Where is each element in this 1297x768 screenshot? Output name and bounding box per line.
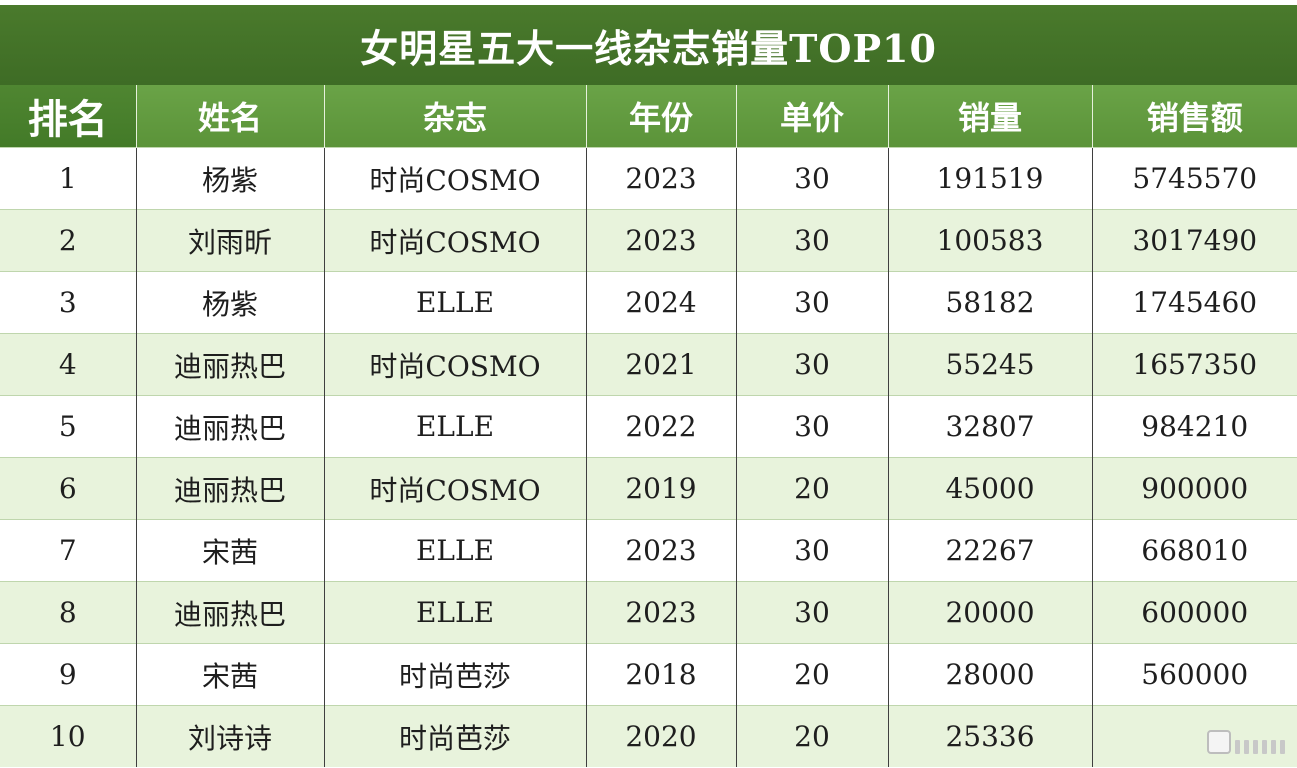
cell-sales-volume: 58182: [888, 271, 1093, 334]
cell-revenue: 560000: [1092, 643, 1297, 706]
cell-unit-price: 30: [736, 333, 889, 396]
table-row: 2 刘雨昕 时尚COSMO 2023 30 100583 3017490: [0, 209, 1297, 272]
cell-sales-volume: 32807: [888, 395, 1093, 458]
watermark-box-icon: [1207, 730, 1231, 754]
table-row: 4 迪丽热巴 时尚COSMO 2021 30 55245 1657350: [0, 333, 1297, 396]
cell-magazine: 时尚COSMO: [324, 457, 587, 520]
cell-rank: 5: [0, 395, 137, 458]
cell-year: 2023: [586, 147, 737, 210]
watermark-bar-icon: [1253, 740, 1258, 754]
cell-name: 宋茜: [136, 643, 325, 706]
header-sales-volume: 销量: [888, 85, 1093, 148]
cell-unit-price: 30: [736, 581, 889, 644]
table-row: 7 宋茜 ELLE 2023 30 22267 668010: [0, 519, 1297, 582]
table-header-row: 排名 姓名 杂志 年份 单价 销量 销售额: [0, 85, 1297, 148]
cell-rank: 1: [0, 147, 137, 210]
weibo-watermark-icon: [1207, 730, 1285, 754]
header-magazine: 杂志: [324, 85, 587, 148]
cell-year: 2021: [586, 333, 737, 396]
cell-magazine: ELLE: [324, 271, 587, 334]
cell-magazine: 时尚芭莎: [324, 705, 587, 767]
cell-unit-price: 30: [736, 209, 889, 272]
cell-unit-price: 20: [736, 705, 889, 767]
cell-magazine: ELLE: [324, 519, 587, 582]
cell-revenue: 668010: [1092, 519, 1297, 582]
cell-unit-price: 30: [736, 147, 889, 210]
table-row: 10 刘诗诗 时尚芭莎 2020 20 25336: [0, 705, 1297, 767]
cell-year: 2019: [586, 457, 737, 520]
cell-magazine: 时尚COSMO: [324, 333, 587, 396]
header-year: 年份: [586, 85, 737, 148]
cell-year: 2018: [586, 643, 737, 706]
cell-magazine: ELLE: [324, 395, 587, 458]
cell-magazine: 时尚COSMO: [324, 209, 587, 272]
cell-year: 2020: [586, 705, 737, 767]
cell-unit-price: 30: [736, 519, 889, 582]
cell-rank: 4: [0, 333, 137, 396]
cell-name: 刘雨昕: [136, 209, 325, 272]
cell-name: 迪丽热巴: [136, 395, 325, 458]
cell-sales-volume: 100583: [888, 209, 1093, 272]
cell-revenue: 1745460: [1092, 271, 1297, 334]
cell-name: 迪丽热巴: [136, 333, 325, 396]
table-title: 女明星五大一线杂志销量TOP10: [0, 5, 1297, 85]
watermark-bar-icon: [1262, 740, 1267, 754]
table-row: 9 宋茜 时尚芭莎 2018 20 28000 560000: [0, 643, 1297, 706]
cell-rank: 3: [0, 271, 137, 334]
cell-sales-volume: 20000: [888, 581, 1093, 644]
cell-sales-volume: 28000: [888, 643, 1093, 706]
header-revenue: 销售额: [1092, 85, 1297, 148]
table-row: 5 迪丽热巴 ELLE 2022 30 32807 984210: [0, 395, 1297, 458]
watermark-bar-icon: [1280, 740, 1285, 754]
cell-revenue: 5745570: [1092, 147, 1297, 210]
cell-revenue: 900000: [1092, 457, 1297, 520]
cell-rank: 2: [0, 209, 137, 272]
cell-name: 宋茜: [136, 519, 325, 582]
watermark-bar-icon: [1244, 740, 1249, 754]
cell-year: 2023: [586, 209, 737, 272]
table-row: 1 杨紫 时尚COSMO 2023 30 191519 5745570: [0, 147, 1297, 210]
cell-magazine: 时尚COSMO: [324, 147, 587, 210]
sales-table: 排名 姓名 杂志 年份 单价 销量 销售额 1 杨紫 时尚COSMO 2023 …: [0, 85, 1297, 767]
cell-rank: 6: [0, 457, 137, 520]
cell-rank: 9: [0, 643, 137, 706]
cell-revenue: 1657350: [1092, 333, 1297, 396]
cell-rank: 8: [0, 581, 137, 644]
cell-sales-volume: 25336: [888, 705, 1093, 767]
cell-revenue: 984210: [1092, 395, 1297, 458]
cell-year: 2022: [586, 395, 737, 458]
cell-sales-volume: 55245: [888, 333, 1093, 396]
cell-revenue: 600000: [1092, 581, 1297, 644]
cell-year: 2023: [586, 519, 737, 582]
cell-unit-price: 20: [736, 643, 889, 706]
cell-sales-volume: 45000: [888, 457, 1093, 520]
cell-name: 迪丽热巴: [136, 457, 325, 520]
cell-rank: 10: [0, 705, 137, 767]
cell-sales-volume: 191519: [888, 147, 1093, 210]
table-row: 8 迪丽热巴 ELLE 2023 30 20000 600000: [0, 581, 1297, 644]
cell-name: 杨紫: [136, 271, 325, 334]
header-unit-price: 单价: [736, 85, 889, 148]
cell-unit-price: 30: [736, 395, 889, 458]
watermark-bar-icon: [1235, 740, 1240, 754]
cell-year: 2024: [586, 271, 737, 334]
cell-magazine: 时尚芭莎: [324, 643, 587, 706]
watermark-bar-icon: [1271, 740, 1276, 754]
cell-magazine: ELLE: [324, 581, 587, 644]
cell-name: 杨紫: [136, 147, 325, 210]
cell-sales-volume: 22267: [888, 519, 1093, 582]
cell-unit-price: 30: [736, 271, 889, 334]
cell-unit-price: 20: [736, 457, 889, 520]
cell-year: 2023: [586, 581, 737, 644]
table-row: 6 迪丽热巴 时尚COSMO 2019 20 45000 900000: [0, 457, 1297, 520]
cell-revenue: 3017490: [1092, 209, 1297, 272]
header-name: 姓名: [136, 85, 325, 148]
table-row: 3 杨紫 ELLE 2024 30 58182 1745460: [0, 271, 1297, 334]
cell-name: 刘诗诗: [136, 705, 325, 767]
cell-rank: 7: [0, 519, 137, 582]
cell-name: 迪丽热巴: [136, 581, 325, 644]
cell-revenue: [1092, 705, 1297, 767]
header-rank: 排名: [0, 85, 137, 148]
